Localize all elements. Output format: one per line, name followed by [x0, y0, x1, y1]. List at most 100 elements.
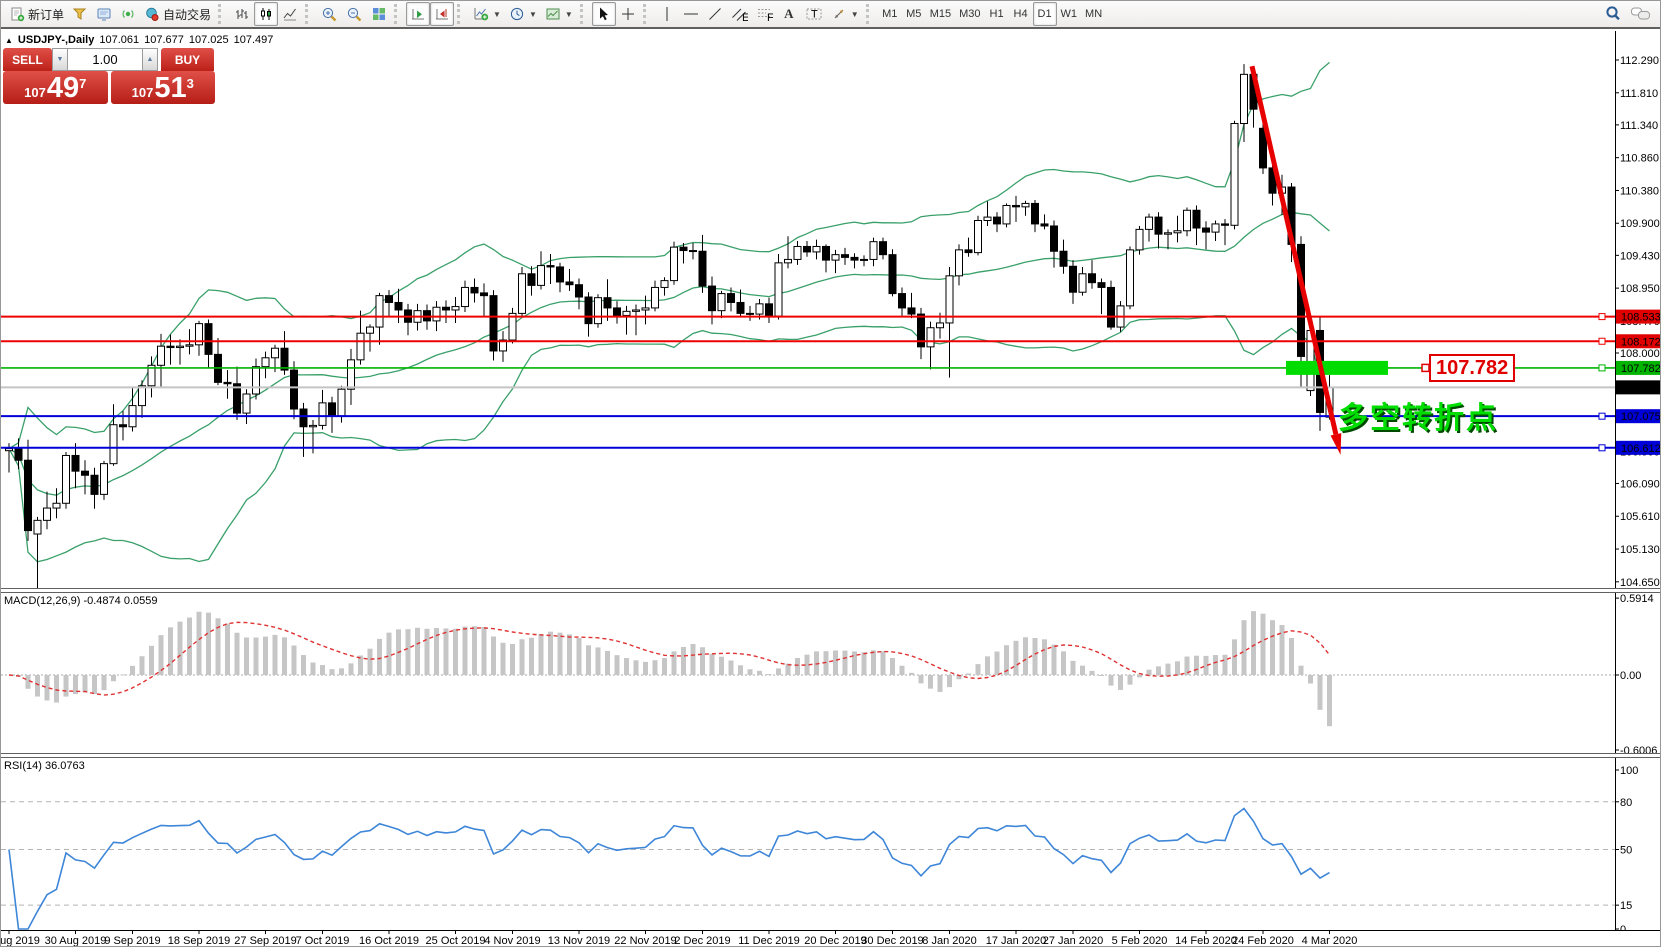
main-chart-canvas[interactable]: 112.290 111.810 111.340 110.860 110.380 109.9…: [1, 31, 1661, 588]
macd-label: MACD(12,26,9) -0.4874 0.0559: [4, 595, 158, 607]
horizontal-line-button[interactable]: [679, 2, 703, 26]
candlestick-chart-button[interactable]: [254, 2, 279, 26]
tf-button-M15[interactable]: M15: [926, 2, 955, 26]
dropdown-caret-icon[interactable]: ▼: [564, 9, 573, 19]
signals-button[interactable]: [116, 2, 140, 26]
zoom-in-button[interactable]: [317, 2, 342, 26]
svg-text:30 Aug 2019: 30 Aug 2019: [45, 935, 107, 947]
tf-button-M30[interactable]: M30: [955, 2, 984, 26]
tf-label: M30: [959, 8, 981, 20]
buy-price-display[interactable]: 107 51 3: [110, 71, 215, 104]
turning-point-annotation[interactable]: 多空转折点: [1338, 402, 1498, 435]
periods-button[interactable]: ▼: [505, 2, 541, 26]
macd-canvas[interactable]: 0.5914 0.00 -0.6006: [1, 593, 1661, 753]
vertical-line-button[interactable]: [655, 2, 679, 26]
crosshair-icon: [620, 6, 636, 22]
equidistant-channel-button[interactable]: E: [727, 2, 752, 26]
editor-window-button[interactable]: [92, 2, 116, 26]
oneclick-collapse-arrow[interactable]: ▲: [5, 35, 13, 45]
svg-text:107.497: 107.497: [1621, 382, 1661, 394]
buy-button[interactable]: BUY: [161, 48, 214, 71]
auto-scroll-button[interactable]: [406, 2, 431, 26]
line-chart-button[interactable]: [278, 2, 302, 26]
svg-text:108.533: 108.533: [1621, 312, 1661, 324]
arrows-button[interactable]: ▼: [827, 2, 863, 26]
chat-button[interactable]: [1626, 2, 1656, 26]
tf-label: D1: [1037, 8, 1052, 20]
ohlc-high: 107.677: [144, 34, 184, 46]
cursor-button[interactable]: [591, 2, 616, 26]
svg-text:104.650: 104.650: [1620, 577, 1660, 588]
sell-price-display[interactable]: 107 49 7: [3, 71, 108, 104]
bar-chart-button[interactable]: [230, 2, 254, 26]
volume-decrease-button[interactable]: ▼: [52, 48, 68, 71]
trendline-button[interactable]: [703, 2, 727, 26]
text-label-button[interactable]: T: [801, 2, 827, 26]
svg-text:4 Mar 2020: 4 Mar 2020: [1302, 935, 1358, 947]
crosshair-button[interactable]: [616, 2, 640, 26]
one-click-trading-panel: SELL ▼ ▲ BUY 107 49 7 107 51 3: [3, 48, 215, 104]
search-icon: [1604, 5, 1622, 23]
svg-text:14 Feb 2020: 14 Feb 2020: [1175, 935, 1237, 947]
tf-button-W1[interactable]: W1: [1057, 2, 1082, 26]
volume-increase-button[interactable]: ▲: [142, 48, 158, 71]
price-callout-label[interactable]: 107.782: [1429, 354, 1516, 382]
svg-text:30 Dec 2019: 30 Dec 2019: [861, 935, 923, 947]
macd-panel: 0.5914 0.00 -0.6006 MACD(12,26,9) -0.4874 …: [1, 593, 1661, 753]
trendline-icon: [707, 6, 723, 22]
sell-price-pips: 49: [46, 72, 80, 104]
new-order-button[interactable]: 新订单: [5, 2, 68, 26]
svg-text:0.5914: 0.5914: [1620, 593, 1654, 605]
svg-text:4 Nov 2019: 4 Nov 2019: [484, 935, 540, 947]
tf-button-MN[interactable]: MN: [1081, 2, 1106, 26]
tf-button-D1[interactable]: D1: [1032, 2, 1057, 26]
panel-separator[interactable]: [1, 588, 1660, 593]
svg-text:105.610: 105.610: [1620, 511, 1660, 523]
toolbar-grip: [457, 4, 464, 24]
dropdown-caret-icon[interactable]: ▼: [528, 9, 537, 19]
svg-text:27 Jan 2020: 27 Jan 2020: [1043, 935, 1104, 947]
text-label-icon: T: [805, 6, 823, 22]
volume-input[interactable]: [68, 48, 142, 71]
zoom-out-button[interactable]: [342, 2, 367, 26]
sell-button[interactable]: SELL: [3, 48, 52, 71]
fibonacci-button[interactable]: F: [752, 2, 777, 26]
svg-text:80: 80: [1620, 797, 1632, 809]
dropdown-caret-icon[interactable]: ▼: [850, 9, 859, 19]
templates-button[interactable]: ▼: [541, 2, 577, 26]
svg-text:106.612: 106.612: [1621, 443, 1661, 455]
signals-icon: [120, 6, 136, 22]
arrows-icon: [831, 6, 847, 22]
tf-button-H4[interactable]: H4: [1009, 2, 1033, 26]
panel-separator[interactable]: [1, 753, 1660, 758]
tf-label: M15: [929, 8, 952, 20]
svg-text:107.075: 107.075: [1621, 411, 1661, 423]
dropdown-caret-icon[interactable]: ▼: [493, 9, 501, 19]
buy-price-figure: 107: [131, 85, 154, 100]
svg-text:-0.6006: -0.6006: [1620, 745, 1657, 753]
tf-button-M1[interactable]: M1: [878, 2, 902, 26]
add-indicator-button[interactable]: ▼: [469, 2, 505, 26]
zoom-in-icon: [321, 6, 338, 23]
line-chart-icon: [282, 6, 298, 22]
toolbar-grip: [305, 4, 312, 24]
funnel-button[interactable]: [68, 2, 92, 26]
toolbar-grip: [865, 4, 873, 24]
auto-trading-button[interactable]: 自动交易: [140, 2, 215, 26]
svg-text:27 Sep 2019: 27 Sep 2019: [234, 935, 296, 947]
rsi-canvas[interactable]: 100 80 50 15 0: [1, 758, 1661, 930]
horizontal-line-icon: [683, 7, 699, 21]
tf-button-M5[interactable]: M5: [902, 2, 926, 26]
tile-windows-button[interactable]: [367, 2, 391, 26]
text-button[interactable]: A: [777, 2, 801, 26]
search-button[interactable]: [1600, 2, 1626, 26]
svg-text:7 Oct 2019: 7 Oct 2019: [296, 935, 350, 947]
svg-text:106.090: 106.090: [1620, 478, 1660, 490]
tf-button-H1[interactable]: H1: [985, 2, 1009, 26]
svg-text:110.380: 110.380: [1620, 185, 1659, 197]
chart-shift-button[interactable]: [430, 2, 455, 26]
bar-chart-icon: [234, 6, 250, 22]
